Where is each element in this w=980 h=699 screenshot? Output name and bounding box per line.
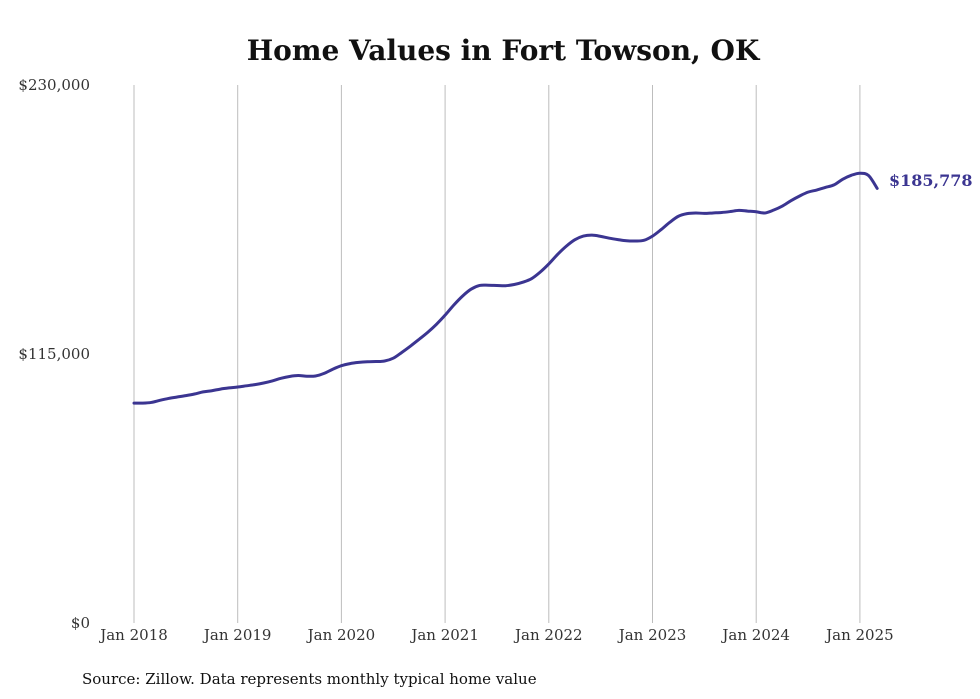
x-tick-label: Jan 2024 — [720, 626, 790, 644]
gridlines — [133, 85, 861, 623]
x-tick-label: Jan 2021 — [409, 626, 479, 644]
y-axis-ticks: $0 $115,000 $230,000 — [18, 76, 90, 632]
chart-title: Home Values in Fort Towson, OK — [247, 34, 761, 67]
x-axis-ticks: Jan 2018 Jan 2019 Jan 2020 Jan 2021 Jan 2022… — [98, 626, 893, 644]
x-tick-label: Jan 2023 — [617, 626, 687, 644]
series-line-home-value — [132, 171, 879, 405]
y-tick-label: $115,000 — [18, 345, 90, 363]
x-tick-label: Jan 2019 — [202, 626, 272, 644]
x-tick-label: Jan 2022 — [513, 626, 583, 644]
x-tick-label: Jan 2018 — [98, 626, 168, 644]
source-note: Source: Zillow. Data represents monthly … — [82, 670, 537, 688]
x-tick-label: Jan 2020 — [306, 626, 376, 644]
x-tick-label: Jan 2025 — [824, 626, 894, 644]
y-tick-label: $0 — [71, 614, 90, 632]
end-value-label: $185,778 — [889, 171, 973, 190]
y-tick-label: $230,000 — [18, 76, 90, 94]
